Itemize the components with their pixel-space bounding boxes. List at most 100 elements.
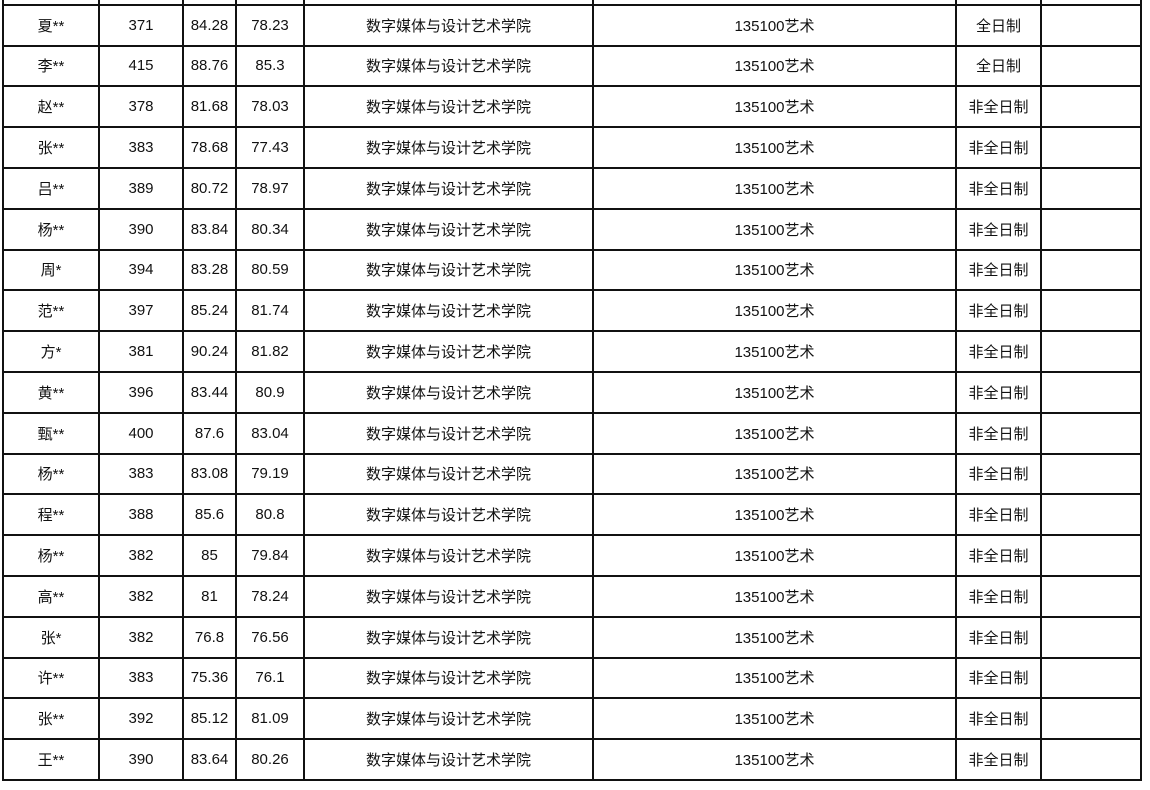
cell-study-mode: 非全日制 <box>955 615 1042 659</box>
cell-study-mode: 非全日制 <box>955 534 1042 577</box>
cell-score-b: 85.3 <box>235 44 305 88</box>
cell-score-b: 79.19 <box>235 452 305 496</box>
cell-college: 数字媒体与设计艺术学院 <box>303 3 594 47</box>
cell-total-score: 382 <box>98 574 184 618</box>
cell-name: 杨** <box>2 534 100 577</box>
cell-score-a: 83.84 <box>182 207 237 251</box>
cell-note <box>1040 207 1142 251</box>
cell-college: 数字媒体与设计艺术学院 <box>303 330 594 373</box>
cell-college: 数字媒体与设计艺术学院 <box>303 574 594 618</box>
cell-note <box>1040 3 1142 47</box>
cell-college: 数字媒体与设计艺术学院 <box>303 166 594 210</box>
cell-study-mode: 全日制 <box>955 44 1042 88</box>
cell-score-a: 83.44 <box>182 370 237 414</box>
cell-total-score: 388 <box>98 493 184 537</box>
cell-name: 方* <box>2 330 100 373</box>
cell-note <box>1040 411 1142 455</box>
cell-name: 张** <box>2 126 100 169</box>
header-cell <box>235 0 305 6</box>
table-row: 程** 388 85.6 80.8 数字媒体与设计艺术学院 135100艺术 非全日制 <box>2 493 1142 537</box>
cell-note <box>1040 330 1142 373</box>
cell-college: 数字媒体与设计艺术学院 <box>303 697 594 741</box>
table-row: 李** 415 88.76 85.3 数字媒体与设计艺术学院 135100艺术 全日制 <box>2 44 1142 88</box>
cell-major: 135100艺术 <box>592 697 957 741</box>
cell-score-a: 85 <box>182 534 237 577</box>
header-row <box>2 0 1142 6</box>
cell-study-mode: 非全日制 <box>955 574 1042 618</box>
cell-study-mode: 非全日制 <box>955 411 1042 455</box>
cell-total-score: 383 <box>98 656 184 700</box>
cell-study-mode: 非全日制 <box>955 493 1042 537</box>
header-cell <box>2 0 100 6</box>
cell-name: 杨** <box>2 207 100 251</box>
cell-name: 夏** <box>2 3 100 47</box>
cell-note <box>1040 370 1142 414</box>
cell-score-a: 78.68 <box>182 126 237 169</box>
cell-note <box>1040 656 1142 700</box>
cell-major: 135100艺术 <box>592 534 957 577</box>
cell-college: 数字媒体与设计艺术学院 <box>303 411 594 455</box>
cell-score-a: 84.28 <box>182 3 237 47</box>
cell-total-score: 415 <box>98 44 184 88</box>
cell-study-mode: 非全日制 <box>955 85 1042 129</box>
cell-study-mode: 非全日制 <box>955 738 1042 781</box>
header-cell <box>1040 0 1142 6</box>
cell-college: 数字媒体与设计艺术学院 <box>303 207 594 251</box>
cell-study-mode: 非全日制 <box>955 452 1042 496</box>
cell-college: 数字媒体与设计艺术学院 <box>303 615 594 659</box>
cell-score-a: 90.24 <box>182 330 237 373</box>
table-row: 赵** 378 81.68 78.03 数字媒体与设计艺术学院 135100艺术 非全日制 <box>2 85 1142 129</box>
cell-college: 数字媒体与设计艺术学院 <box>303 534 594 577</box>
cell-name: 周* <box>2 248 100 292</box>
header-cell <box>182 0 237 6</box>
cell-score-b: 78.23 <box>235 3 305 47</box>
cell-score-a: 80.72 <box>182 166 237 210</box>
cell-total-score: 383 <box>98 452 184 496</box>
cell-study-mode: 非全日制 <box>955 330 1042 373</box>
cell-score-a: 83.08 <box>182 452 237 496</box>
cell-note <box>1040 248 1142 292</box>
cell-score-b: 80.59 <box>235 248 305 292</box>
cell-total-score: 378 <box>98 85 184 129</box>
cell-college: 数字媒体与设计艺术学院 <box>303 289 594 333</box>
cell-score-a: 81.68 <box>182 85 237 129</box>
cell-total-score: 390 <box>98 207 184 251</box>
cell-major: 135100艺术 <box>592 85 957 129</box>
cell-major: 135100艺术 <box>592 738 957 781</box>
cell-score-a: 87.6 <box>182 411 237 455</box>
cell-major: 135100艺术 <box>592 44 957 88</box>
table-row: 杨** 382 85 79.84 数字媒体与设计艺术学院 135100艺术 非全日制 <box>2 534 1142 577</box>
cell-study-mode: 非全日制 <box>955 289 1042 333</box>
cell-name: 许** <box>2 656 100 700</box>
cell-note <box>1040 44 1142 88</box>
cell-note <box>1040 615 1142 659</box>
table-row: 方* 381 90.24 81.82 数字媒体与设计艺术学院 135100艺术 非全日制 <box>2 330 1142 373</box>
cell-score-b: 80.26 <box>235 738 305 781</box>
cell-total-score: 392 <box>98 697 184 741</box>
header-cell <box>592 0 957 6</box>
cell-score-b: 78.03 <box>235 85 305 129</box>
cell-score-b: 76.1 <box>235 656 305 700</box>
cell-total-score: 390 <box>98 738 184 781</box>
cell-total-score: 371 <box>98 3 184 47</box>
cell-college: 数字媒体与设计艺术学院 <box>303 126 594 169</box>
cell-score-b: 83.04 <box>235 411 305 455</box>
cell-score-a: 83.64 <box>182 738 237 781</box>
header-cell <box>98 0 184 6</box>
cell-name: 赵** <box>2 85 100 129</box>
cell-study-mode: 非全日制 <box>955 370 1042 414</box>
cell-college: 数字媒体与设计艺术学院 <box>303 85 594 129</box>
cell-major: 135100艺术 <box>592 248 957 292</box>
cell-name: 张** <box>2 697 100 741</box>
cell-note <box>1040 126 1142 169</box>
cell-study-mode: 非全日制 <box>955 697 1042 741</box>
cell-note <box>1040 493 1142 537</box>
cell-note <box>1040 534 1142 577</box>
table-row: 周* 394 83.28 80.59 数字媒体与设计艺术学院 135100艺术 非全日制 <box>2 248 1142 292</box>
cell-total-score: 383 <box>98 126 184 169</box>
cell-name: 程** <box>2 493 100 537</box>
cell-major: 135100艺术 <box>592 493 957 537</box>
cell-score-a: 85.12 <box>182 697 237 741</box>
